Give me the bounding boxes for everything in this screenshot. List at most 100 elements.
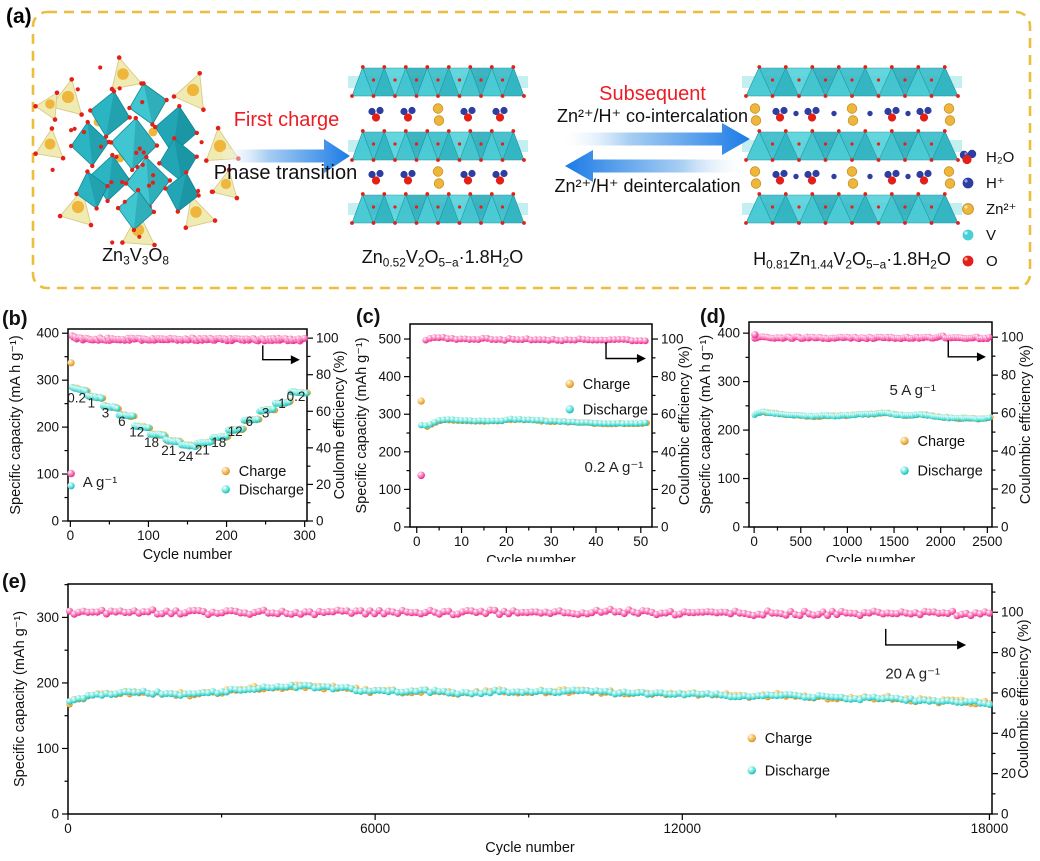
svg-text:10: 10 [454, 534, 469, 549]
svg-text:0: 0 [750, 534, 758, 549]
co-intercalation-text: Zn²⁺/H⁺ co-intercalation [556, 106, 749, 126]
crystal-structure-zn3v3o8 [33, 55, 241, 248]
legend: Charge Discharge [565, 377, 648, 418]
svg-text:18: 18 [211, 435, 226, 450]
formula-h081zn144v2o5: H0.81Zn1.44V2O5−a·1.8H2O [753, 249, 951, 272]
legend-label-vanadium: V [986, 226, 997, 244]
svg-text:0: 0 [67, 528, 75, 543]
axes [62, 584, 998, 820]
svg-text:0: 0 [51, 514, 59, 529]
legend-label-proton: H⁺ [986, 175, 1005, 192]
svg-text:100: 100 [36, 467, 59, 482]
x-axis-title: Cycle number [143, 547, 233, 562]
svg-text:1000: 1000 [832, 534, 862, 549]
phase-transition-text: Phase transition [213, 162, 358, 184]
svg-text:500: 500 [378, 332, 401, 347]
right-axis-arrow-icon [947, 340, 986, 362]
legend-item-proton: H⁺ [957, 173, 1016, 193]
annotations: 20 A g⁻¹ [885, 665, 940, 682]
svg-text:60: 60 [661, 407, 676, 422]
svg-text:(c): (c) [356, 306, 380, 328]
x-axis-title: Cycle number [486, 553, 576, 562]
right-axis-arrow-icon [262, 345, 300, 365]
svg-text:2000: 2000 [926, 534, 956, 549]
svg-text:0.2: 0.2 [287, 389, 306, 404]
svg-text:80: 80 [661, 369, 676, 384]
series-coulomb-efficiency [67, 332, 309, 478]
svg-text:0: 0 [413, 534, 421, 549]
proton-icon [962, 177, 974, 189]
svg-text:(d): (d) [700, 306, 726, 328]
formula-zn052v2o5: Zn0.52V2O5−a·1.8H2O [361, 247, 524, 270]
y-axis-right-title: Coulombic efficiency (%) [1018, 345, 1034, 504]
series-coulombic-efficiency [65, 605, 994, 620]
svg-text:0.2: 0.2 [67, 391, 86, 406]
svg-text:100: 100 [36, 741, 59, 756]
svg-text:80: 80 [316, 367, 331, 382]
panel-a-label: (a) [6, 5, 32, 28]
svg-text:0: 0 [1001, 520, 1009, 535]
svg-text:Discharge: Discharge [918, 464, 983, 480]
series-coulombic-efficiency [751, 331, 993, 343]
svg-text:Discharge: Discharge [583, 402, 648, 418]
chart-c-cycling-0p2Ag: 0 10 20 30 40 500100200300400500020406080100C… [354, 306, 693, 562]
svg-text:20: 20 [661, 482, 676, 497]
svg-text:(e): (e) [2, 571, 26, 593]
svg-text:40: 40 [588, 534, 603, 549]
legend-item-vanadium: V [957, 225, 1016, 245]
svg-text:50: 50 [633, 534, 648, 549]
series-discharge [67, 383, 310, 490]
svg-text:100: 100 [378, 482, 401, 497]
plot-box [409, 323, 653, 528]
svg-text:200: 200 [36, 420, 59, 435]
formula-zn3v3o8: Zn3V3O8 [102, 245, 169, 268]
oxygen-icon [962, 255, 974, 267]
svg-text:400: 400 [378, 369, 401, 384]
svg-text:300: 300 [717, 374, 740, 389]
svg-text:18000: 18000 [971, 821, 1009, 836]
svg-text:A g⁻¹: A g⁻¹ [83, 474, 118, 491]
svg-text:3: 3 [262, 405, 270, 420]
svg-text:3: 3 [102, 405, 110, 420]
svg-text:Charge: Charge [583, 377, 631, 393]
svg-text:40: 40 [316, 440, 331, 455]
svg-text:100: 100 [1001, 330, 1024, 345]
species-legend: H₂O H⁺ Zn²⁺ V O [957, 147, 1016, 271]
svg-text:20: 20 [499, 534, 514, 549]
svg-text:100: 100 [137, 528, 160, 543]
svg-text:40: 40 [1001, 726, 1016, 741]
legend-label-oxygen: O [986, 252, 998, 270]
svg-text:0.2 A g⁻¹: 0.2 A g⁻¹ [585, 459, 644, 476]
svg-text:6000: 6000 [360, 821, 390, 836]
right-axis-arrow-icon [605, 342, 646, 364]
svg-text:Charge: Charge [918, 434, 966, 450]
blue-arrow-left [565, 150, 745, 182]
svg-text:20: 20 [1001, 482, 1016, 497]
svg-text:12000: 12000 [664, 821, 702, 836]
vanadium-icon [962, 229, 974, 241]
legend: Charge Discharge [221, 464, 304, 498]
legend: Charge Discharge [747, 731, 830, 779]
crystal-structure-zn052v2o5 [348, 65, 528, 225]
svg-text:400: 400 [717, 326, 740, 341]
zinc-icon [962, 203, 974, 215]
svg-text:5 A g⁻¹: 5 A g⁻¹ [890, 382, 936, 399]
series-discharge [751, 408, 993, 423]
y-axis-left-title: Specific capacity (mA h g⁻¹) [698, 335, 714, 514]
svg-text:20: 20 [316, 477, 331, 492]
svg-text:500: 500 [790, 534, 813, 549]
chart-b-rate-capability: 0 100 200 3000100200300400020406080100Cycle… [2, 308, 348, 562]
svg-text:Discharge: Discharge [239, 482, 304, 498]
water-icon [959, 149, 977, 165]
legend-item-oxygen: O [957, 251, 1016, 271]
svg-text:Charge: Charge [765, 731, 813, 747]
y-axis-right-title: Coulombic efficiency (%) [1016, 619, 1032, 778]
svg-text:40: 40 [661, 444, 676, 459]
deintercalation-text: Zn²⁺/H⁺ deintercalation [554, 176, 741, 196]
svg-text:(b): (b) [2, 308, 28, 330]
svg-text:0: 0 [1001, 807, 1009, 822]
svg-text:6: 6 [118, 414, 126, 429]
